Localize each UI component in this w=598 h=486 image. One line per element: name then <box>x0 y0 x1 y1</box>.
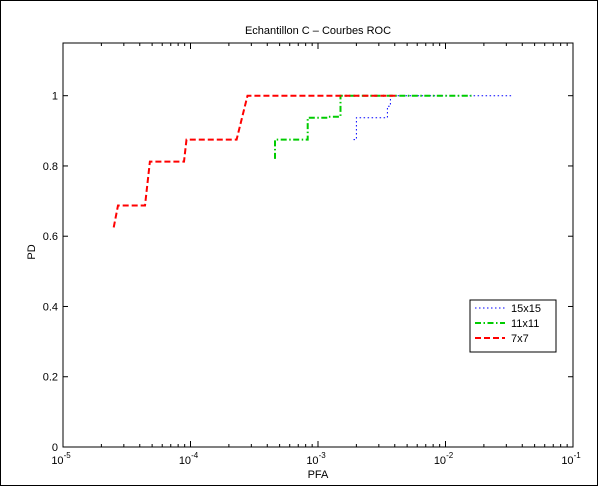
legend-label-15x15: 15x15 <box>511 303 541 315</box>
series-line-7x7 <box>112 94 398 228</box>
series-line-11x11 <box>274 94 472 159</box>
series-line-15x15 <box>353 95 512 141</box>
series-layer <box>112 94 512 228</box>
plot-box <box>62 42 574 448</box>
y-axis-label: PD <box>26 244 38 259</box>
legend: 15x15 11x11 7x7 <box>469 299 557 353</box>
y-tick-label-3: 0.6 <box>43 231 58 243</box>
x-tick-label-2: 10-3 <box>306 451 326 467</box>
legend-box <box>469 299 557 353</box>
y-tick-label-4: 0.8 <box>43 161 58 173</box>
legend-label-11x11: 11x11 <box>511 318 539 330</box>
chart-title: Echantillon C – Courbes ROC <box>245 25 391 37</box>
y-tick-label-2: 0.4 <box>43 301 58 313</box>
legend-label-7x7: 7x7 <box>511 333 529 345</box>
x-tick-label-3: 10-2 <box>434 451 454 467</box>
y-tick-label-5: 1 <box>52 91 58 103</box>
y-tick-label-0: 0 <box>52 442 58 454</box>
x-axis-label: PFA <box>308 469 329 481</box>
y-tick-label-1: 0.2 <box>43 372 58 384</box>
x-tick-label-1: 10-4 <box>179 451 199 467</box>
x-tick-label-4: 10-1 <box>561 451 581 467</box>
